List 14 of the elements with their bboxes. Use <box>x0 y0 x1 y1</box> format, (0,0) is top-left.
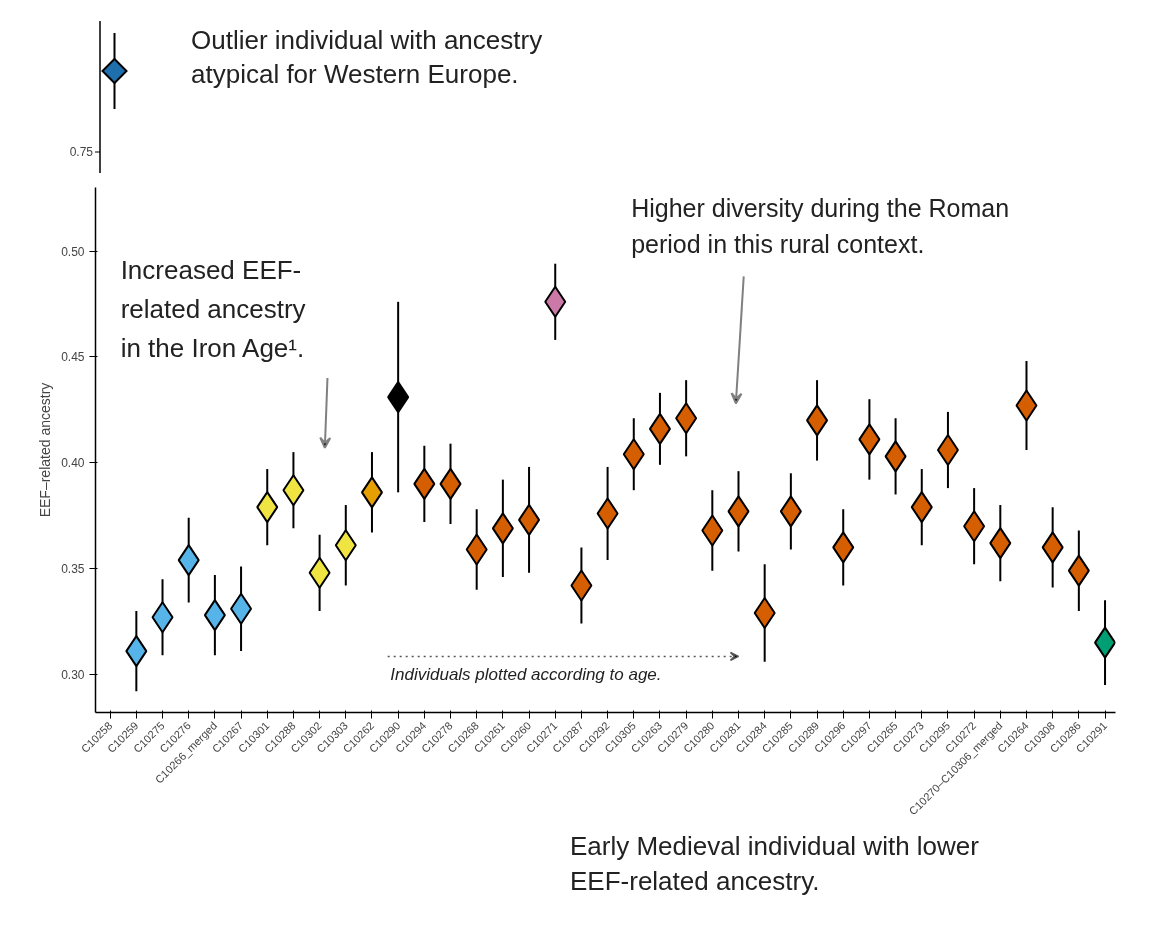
annotation: Increased EEF- related ancestry in the Iron Age¹. <box>120 255 306 364</box>
point <box>936 434 959 466</box>
y-tick-label: 0.30 <box>61 667 85 682</box>
y-tick-label: 0.35 <box>61 562 85 577</box>
y-tick-label: 0.40 <box>61 456 85 471</box>
text: Outlier individual with ancestry atypical for Western Europe. <box>191 25 543 89</box>
y-tick-label: 0.50 <box>61 244 85 259</box>
y-tick-label: 0.45 <box>61 350 85 365</box>
y-axis-title: EEF–related ancestry <box>37 382 54 518</box>
annotation: Higher diversity during the Roman period in this rural context. <box>631 193 1010 259</box>
text: 0.75 <box>69 145 94 159</box>
annotation: Individuals plotted according to age. <box>390 664 662 684</box>
point <box>753 597 776 629</box>
text: Early Medieval individual with lower EEF-related ancestry. <box>570 830 979 899</box>
